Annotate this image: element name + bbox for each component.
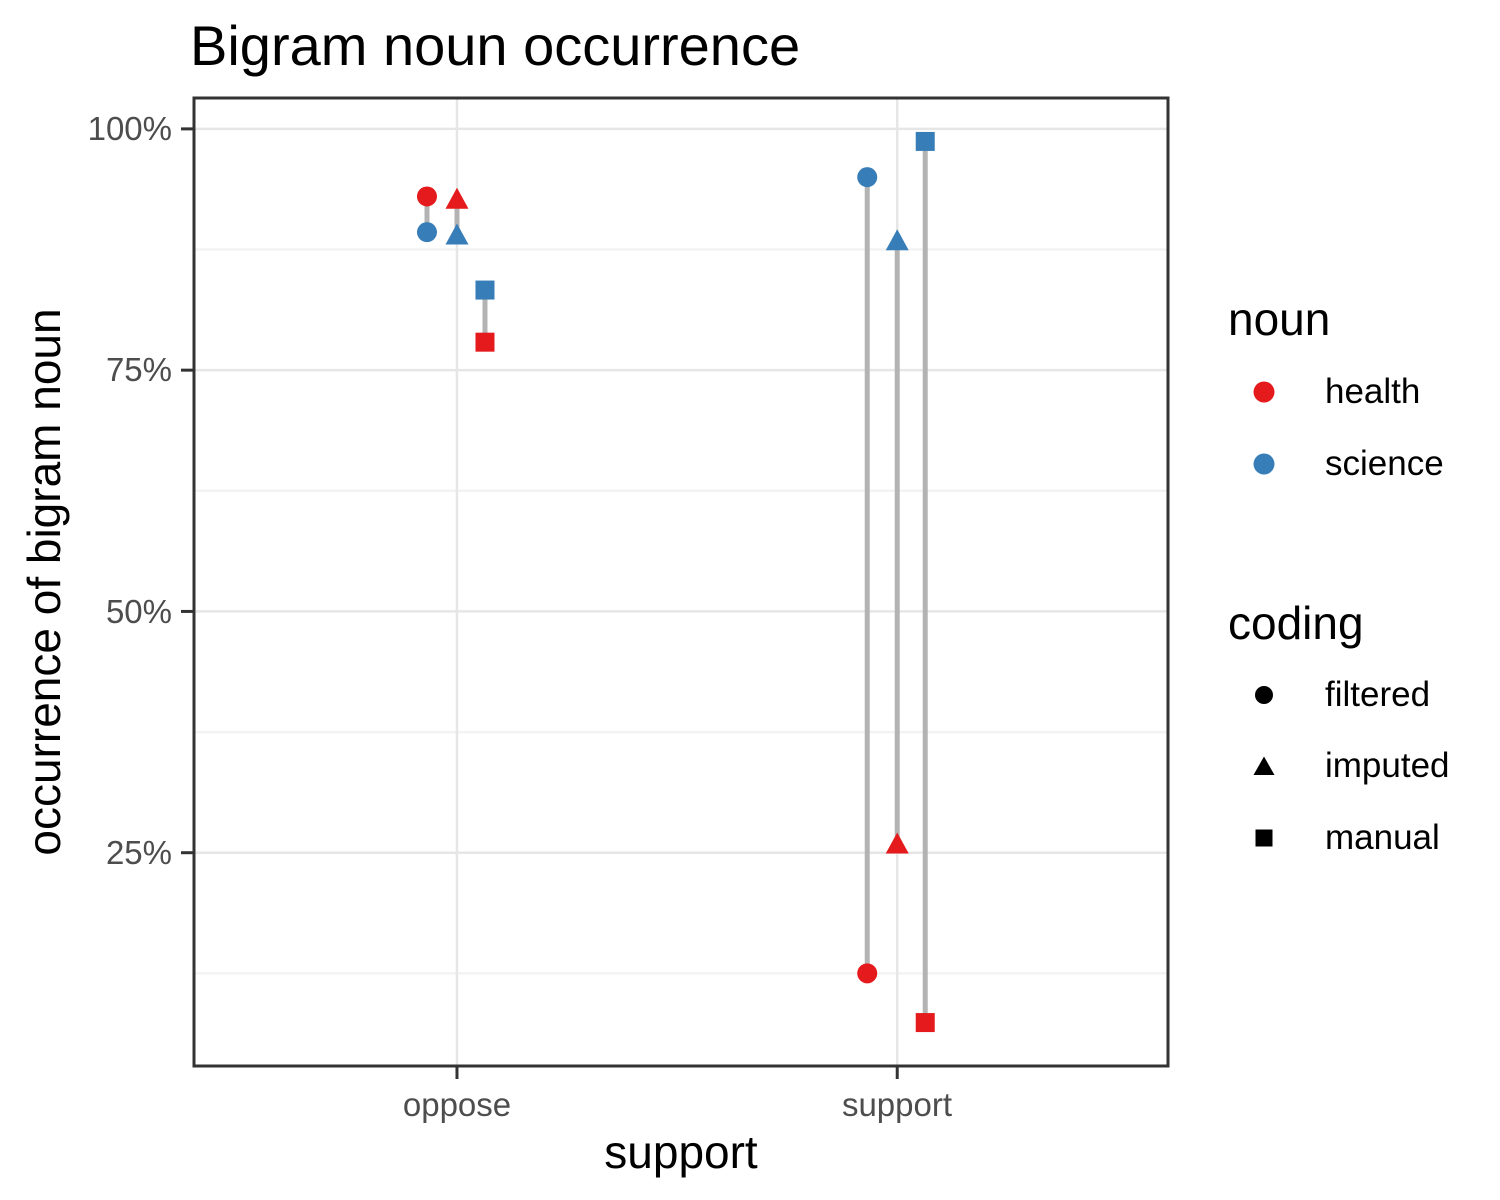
legend-label-manual: manual <box>1325 818 1440 857</box>
y-tick-label-75: 75% <box>105 351 172 388</box>
imputed-triangle-icon <box>1253 756 1275 775</box>
legend-title-coding: coding <box>1228 597 1364 649</box>
chart-title: Bigram noun occurrence <box>190 14 801 77</box>
manual-square-icon <box>1255 829 1273 847</box>
marker-oppose-filtered-science <box>416 222 437 243</box>
marker-support-imputed-science <box>885 229 909 251</box>
marker-support-filtered-science <box>857 167 878 188</box>
x-tick-label-oppose: oppose <box>402 1086 512 1123</box>
legend-label-filtered: filtered <box>1325 675 1431 714</box>
marker-support-filtered-health <box>857 963 878 984</box>
legend-label-imputed: imputed <box>1325 746 1450 785</box>
marker-oppose-manual-health <box>475 332 495 352</box>
marker-support-manual-science <box>915 131 935 151</box>
panel-border <box>192 96 1170 1068</box>
x-tick-label-support: support <box>841 1086 953 1123</box>
marker-support-manual-health <box>915 1013 935 1033</box>
legend-title-noun: noun <box>1228 293 1331 345</box>
y-tick-label-50: 50% <box>105 593 172 630</box>
legend-label-science: science <box>1325 444 1444 483</box>
marker-oppose-manual-science <box>475 280 495 300</box>
y-tick-label-100: 100% <box>87 110 172 147</box>
legend-label-health: health <box>1325 372 1421 411</box>
marker-oppose-imputed-health <box>445 187 469 209</box>
panel-background <box>194 98 1168 1066</box>
marker-support-imputed-health <box>885 832 909 854</box>
science-circle-icon <box>1253 453 1275 475</box>
filtered-circle-icon <box>1255 686 1273 704</box>
y-tick-label-25: 25% <box>105 834 172 871</box>
x-axis-title: support <box>604 1126 758 1178</box>
marker-oppose-imputed-science <box>445 223 469 245</box>
health-circle-icon <box>1253 381 1275 403</box>
y-axis-title: occurrence of bigram noun <box>18 308 70 856</box>
marker-oppose-filtered-health <box>416 186 437 207</box>
